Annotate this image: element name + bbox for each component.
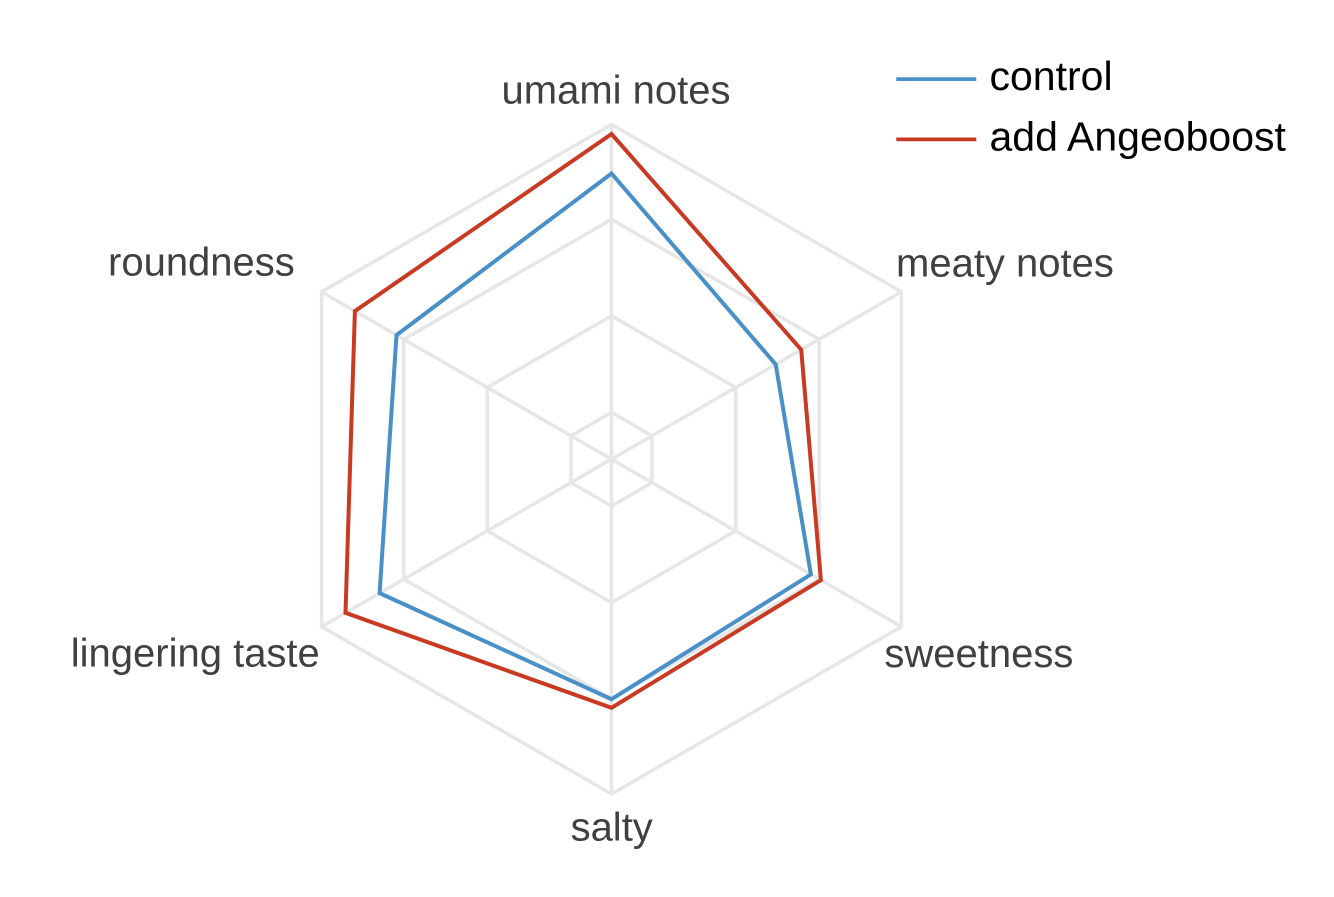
svg-text:lingering taste: lingering taste [71, 631, 320, 675]
svg-text:roundness: roundness [108, 240, 295, 284]
svg-text:sweetness: sweetness [884, 632, 1073, 676]
svg-text:umami notes: umami notes [502, 69, 731, 113]
svg-text:salty: salty [571, 805, 653, 849]
svg-text:meaty notes: meaty notes [896, 241, 1114, 285]
svg-text:control: control [990, 53, 1113, 99]
svg-text:add Angeoboost: add Angeoboost [990, 114, 1287, 160]
